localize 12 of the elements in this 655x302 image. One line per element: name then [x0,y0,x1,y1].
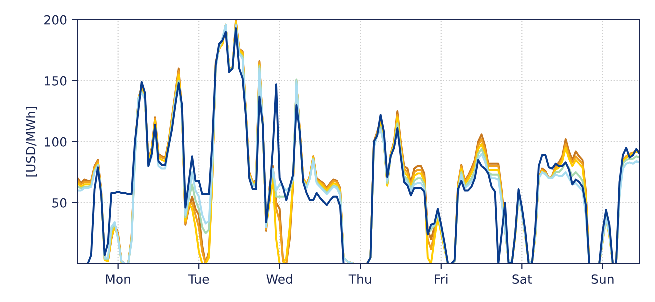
x-tick-label: Thu [348,274,372,284]
y-tick-label: 200 [44,15,67,25]
x-tick-label: Mon [106,274,130,284]
y-tick-label: 50 [52,198,67,208]
x-tick-label: Tue [188,274,210,284]
y-axis-title: [USD/MWh] [26,107,38,177]
x-tick-label: Sat [512,274,532,284]
x-tick-label: Sun [592,274,614,284]
x-tick-label: Fri [435,274,448,284]
x-tick-label: Wed [266,274,292,284]
y-tick-label: 150 [45,76,67,86]
y-tick-label: 100 [45,137,67,147]
